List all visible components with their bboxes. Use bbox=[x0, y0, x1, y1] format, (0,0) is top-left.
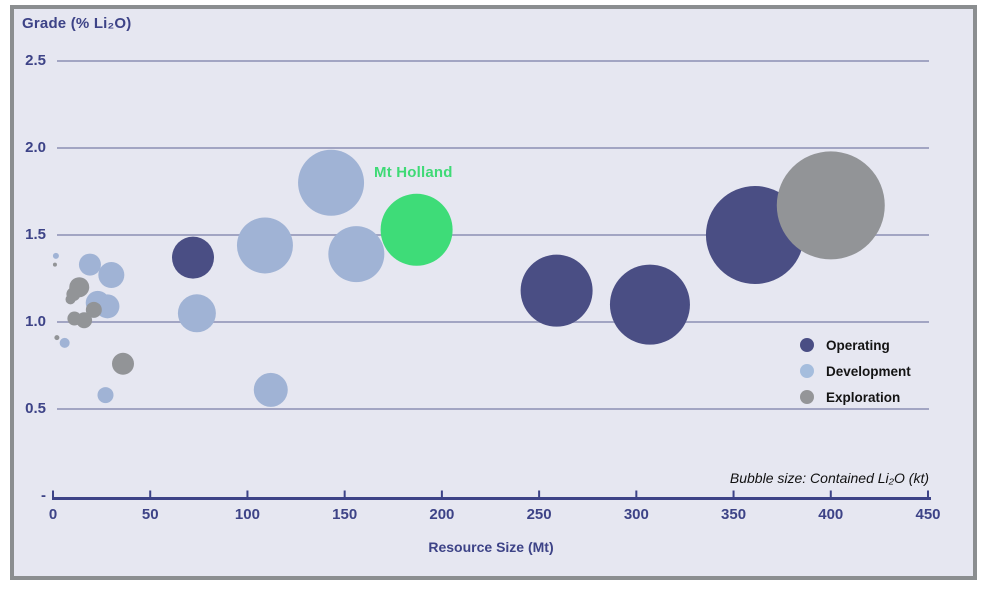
x-axis-tick bbox=[538, 490, 541, 499]
legend-item-development: Development bbox=[800, 358, 911, 384]
x-axis-tick bbox=[149, 490, 152, 499]
bubble-development bbox=[177, 294, 216, 333]
exploration-dot-icon bbox=[800, 390, 814, 404]
y-tick-label: 1.5 bbox=[25, 226, 46, 243]
bubble-exploration bbox=[54, 335, 60, 341]
x-tick-label: 50 bbox=[141, 506, 159, 523]
legend: Operating Development Exploration bbox=[800, 332, 911, 410]
x-axis-tick bbox=[246, 490, 249, 499]
bubble-exploration bbox=[76, 312, 93, 329]
bubble-size-note: Bubble size: Contained Li₂O (kt) bbox=[729, 470, 929, 486]
bubble-exploration bbox=[776, 151, 885, 260]
x-tick-label: 400 bbox=[818, 506, 844, 523]
development-dot-icon bbox=[800, 364, 814, 378]
mt-holland-label: Mt Holland bbox=[374, 164, 453, 181]
legend-label-exploration: Exploration bbox=[826, 389, 901, 405]
bubble-development bbox=[95, 294, 120, 319]
x-axis-tick bbox=[52, 490, 54, 499]
y-tick-label: - bbox=[41, 487, 46, 504]
bubble-development bbox=[59, 337, 70, 348]
legend-label-development: Development bbox=[826, 363, 911, 379]
x-tick-label: 300 bbox=[623, 506, 649, 523]
x-axis-tick bbox=[343, 490, 346, 499]
x-tick-label: 450 bbox=[915, 506, 941, 523]
x-tick-label: 150 bbox=[332, 506, 358, 523]
x-tick-label: 0 bbox=[48, 506, 58, 523]
x-tick-label: 100 bbox=[234, 506, 260, 523]
bubble-development bbox=[236, 217, 293, 274]
bubble-development bbox=[98, 262, 125, 289]
bubble-exploration bbox=[65, 294, 76, 305]
y-tick-label: 0.5 bbox=[25, 400, 46, 417]
bubble-operating bbox=[609, 264, 690, 345]
bubble-mt-holland bbox=[380, 193, 453, 266]
x-axis-tick bbox=[440, 490, 443, 499]
y-axis-title: Grade (% Li₂O) bbox=[22, 15, 132, 32]
bubble-development bbox=[298, 149, 365, 216]
bubble-operating bbox=[520, 254, 593, 327]
y-tick-label: 2.5 bbox=[25, 52, 46, 69]
operating-dot-icon bbox=[800, 338, 814, 352]
chart-frame bbox=[10, 5, 977, 580]
y-tick-label: 2.0 bbox=[25, 139, 46, 156]
bubble-exploration bbox=[52, 262, 57, 267]
bubble-development bbox=[97, 387, 114, 404]
bubble-exploration bbox=[85, 301, 102, 318]
legend-item-exploration: Exploration bbox=[800, 384, 911, 410]
x-tick-label: 250 bbox=[526, 506, 552, 523]
x-tick-label: 350 bbox=[721, 506, 747, 523]
legend-label-operating: Operating bbox=[826, 337, 890, 353]
x-axis-tick bbox=[829, 490, 832, 499]
bubble-exploration bbox=[112, 352, 134, 375]
bubble-development bbox=[253, 372, 288, 407]
x-axis-title: Resource Size (Mt) bbox=[428, 539, 554, 555]
x-axis-tick bbox=[927, 490, 929, 499]
y-tick-label: 1.0 bbox=[25, 313, 46, 330]
bubble-development bbox=[328, 226, 385, 283]
bubble-operating bbox=[172, 236, 214, 279]
legend-item-operating: Operating bbox=[800, 332, 911, 358]
x-axis-tick bbox=[635, 490, 638, 499]
bubble-development bbox=[52, 252, 59, 259]
x-axis-tick bbox=[732, 490, 735, 499]
bubble-development bbox=[78, 253, 101, 276]
x-tick-label: 200 bbox=[429, 506, 455, 523]
